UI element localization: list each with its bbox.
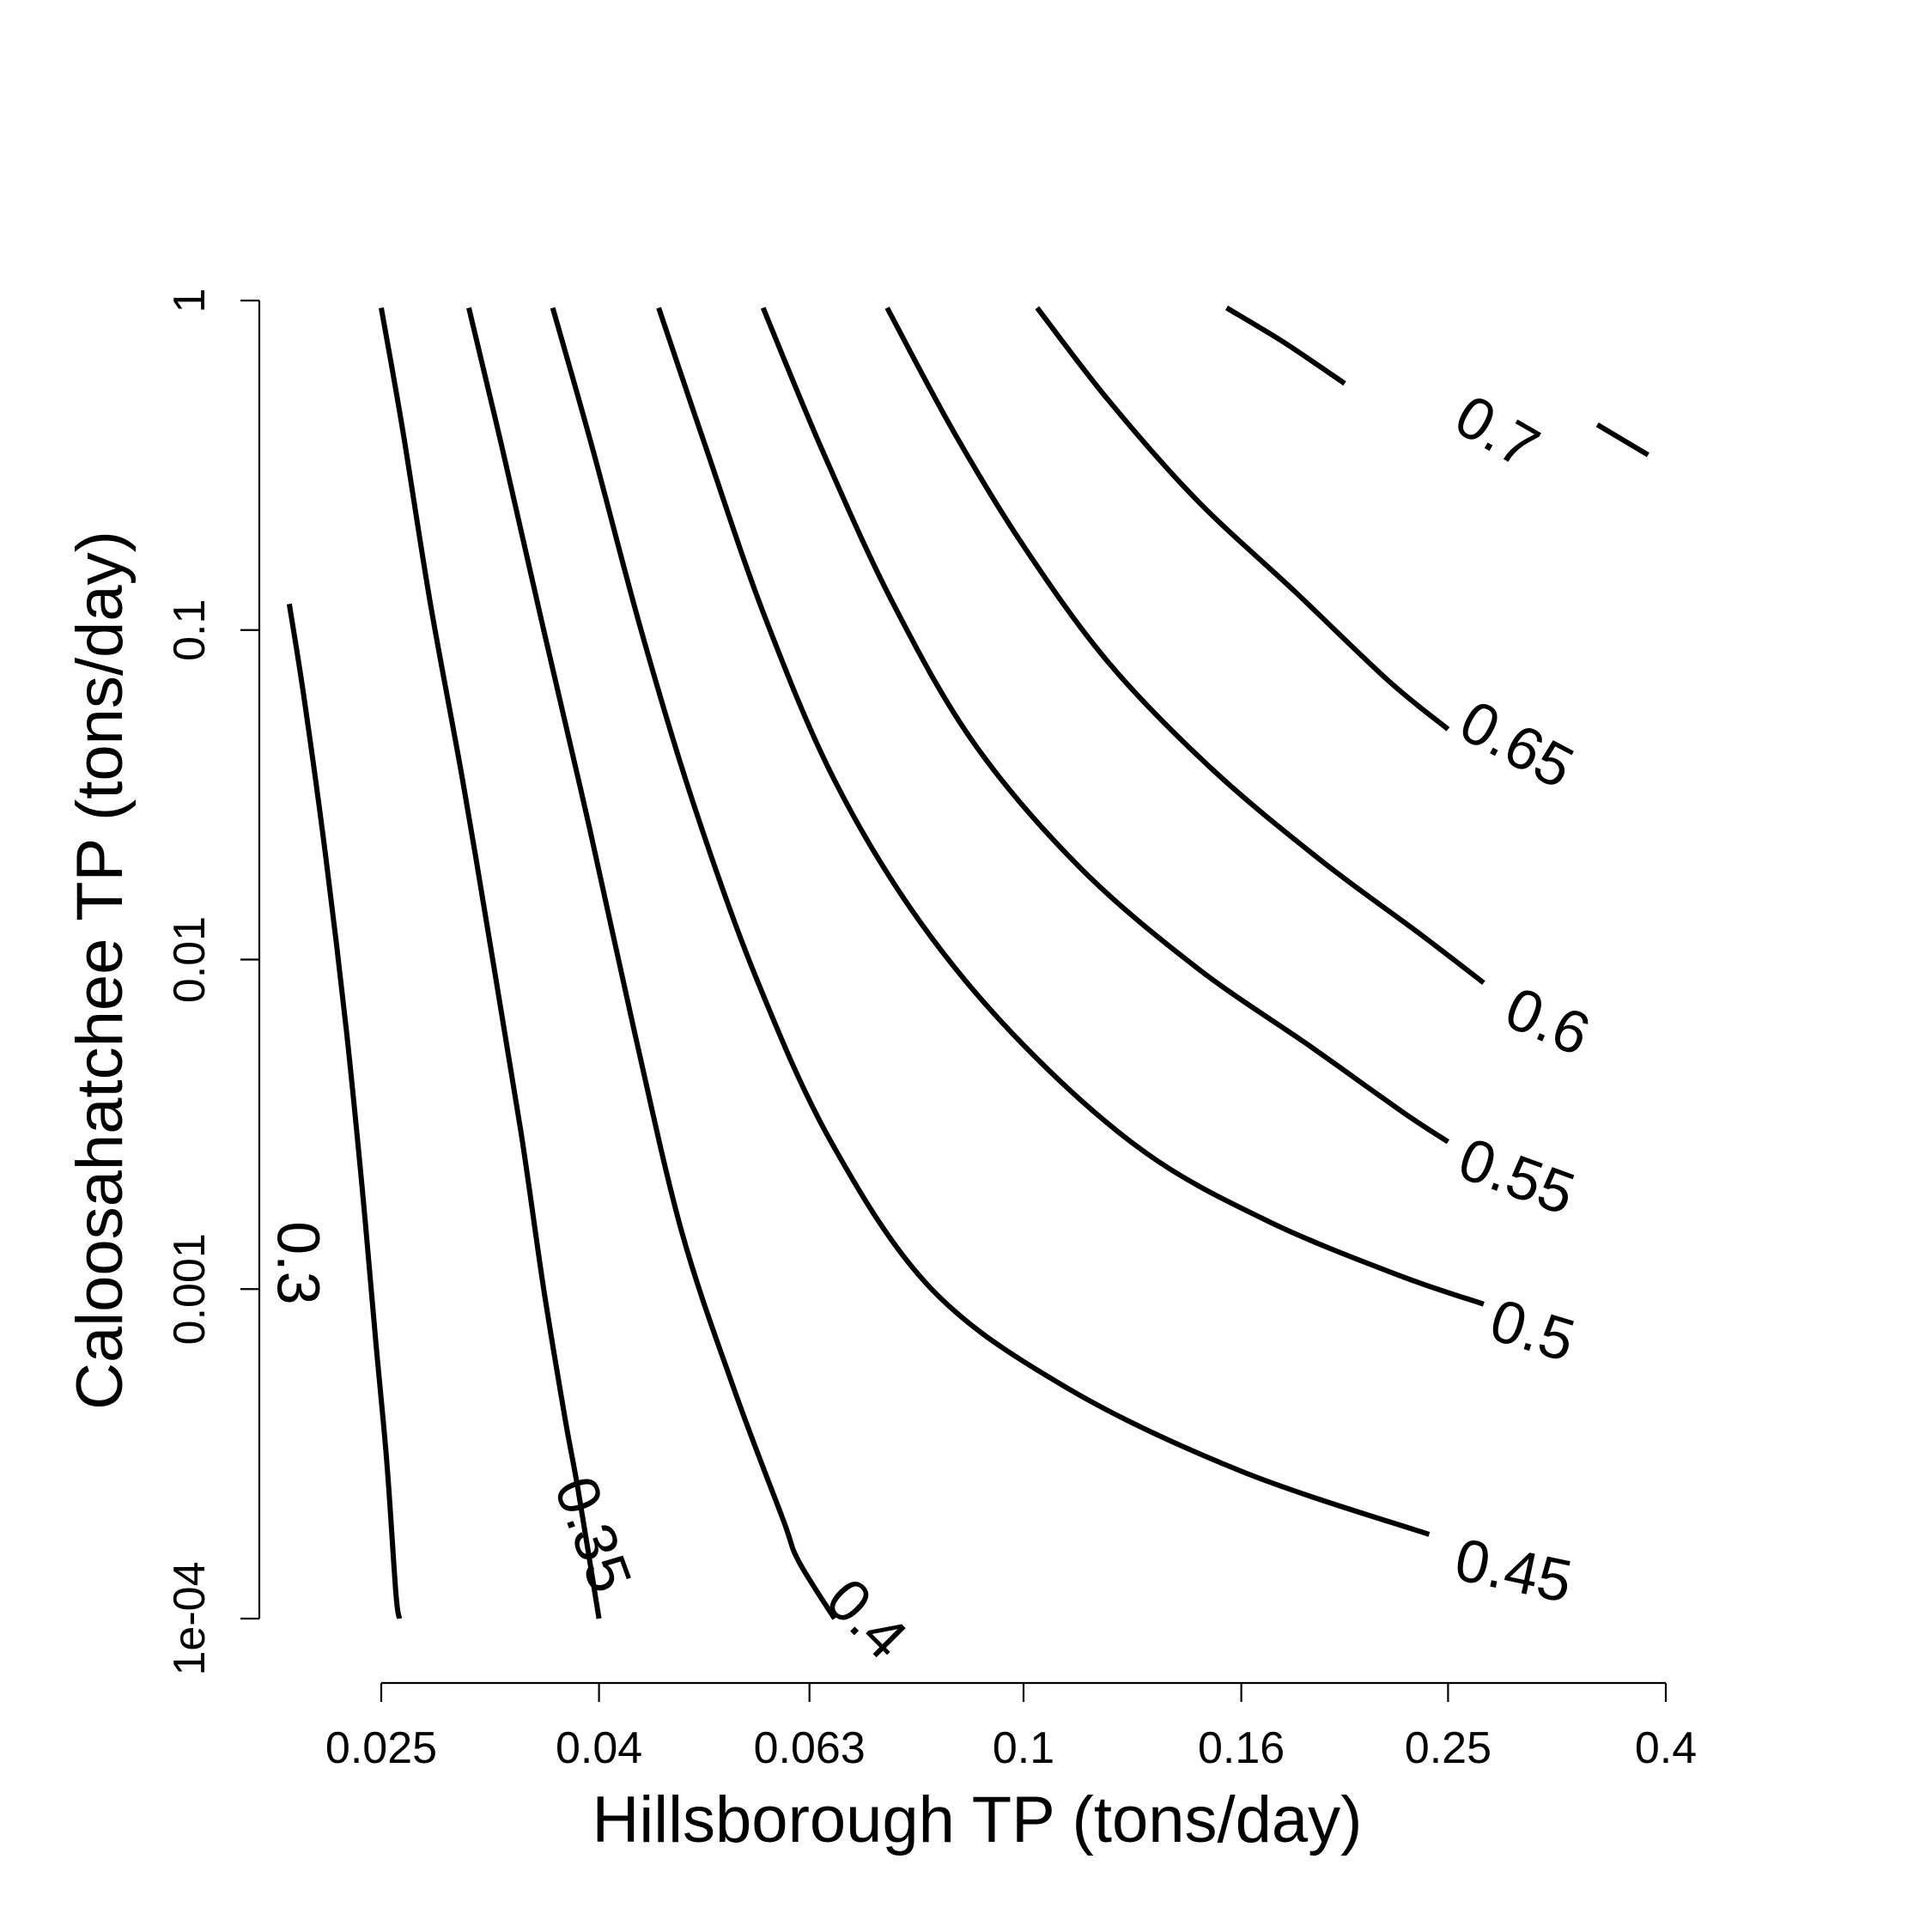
contour-label: 0.35 [542, 1468, 645, 1601]
x-axis-title: Hillsborough TP (tons/day) [592, 1783, 1363, 1856]
x-tick-label: 0.063 [754, 1723, 866, 1773]
contour-line-0-7 [1595, 422, 1649, 458]
contour-labels: 0.3 0.35 0.4 0.45 0.5 0.55 0.6 0.65 0.7 [264, 382, 1599, 1672]
contour-line-0-35 [379, 307, 602, 1619]
y-tick-label: 0.001 [165, 1233, 215, 1345]
x-tick-label: 0.04 [556, 1723, 642, 1773]
y-axis-title: Caloosahatchee TP (tons/day) [64, 531, 137, 1410]
x-tick-label: 0.025 [325, 1723, 437, 1773]
contour-lines [286, 305, 1649, 1620]
contour-label: 0.5 [1483, 1286, 1583, 1375]
contour-line-0-4 [466, 307, 837, 1620]
contour-label: 0.55 [1450, 1125, 1583, 1228]
contour-line-0-45 [550, 307, 1431, 1537]
contour-label: 0.65 [1449, 687, 1584, 801]
x-tick-label: 0.4 [1635, 1723, 1697, 1773]
contour-line-0-3 [286, 603, 403, 1619]
contour-line-0-65 [1035, 306, 1450, 732]
contour-line-0-6 [884, 307, 1485, 985]
x-tick-label: 0.16 [1198, 1723, 1285, 1773]
y-tick-label: 1e-04 [165, 1562, 215, 1676]
contour-label: 0.7 [1444, 382, 1550, 482]
y-tick-label: 0.1 [165, 599, 215, 661]
x-axis: 0.025 0.04 0.063 0.1 0.16 0.25 0.4 [325, 1681, 1697, 1773]
y-axis: 1e-04 0.001 0.01 0.1 1 [165, 289, 261, 1676]
contour-line-0-55 [760, 307, 1450, 1145]
contour-label: 0.3 [264, 1221, 331, 1304]
contour-line-0-7 [1224, 305, 1346, 386]
x-tick-label: 0.25 [1405, 1723, 1492, 1773]
y-tick-label: 1 [165, 289, 215, 313]
y-tick-label: 0.01 [165, 916, 215, 1003]
contour-label: 0.6 [1496, 974, 1599, 1068]
contour-label: 0.4 [814, 1565, 920, 1672]
contour-label: 0.45 [1449, 1526, 1577, 1616]
contour-line-0-5 [656, 307, 1485, 1307]
x-tick-label: 0.1 [993, 1723, 1054, 1773]
